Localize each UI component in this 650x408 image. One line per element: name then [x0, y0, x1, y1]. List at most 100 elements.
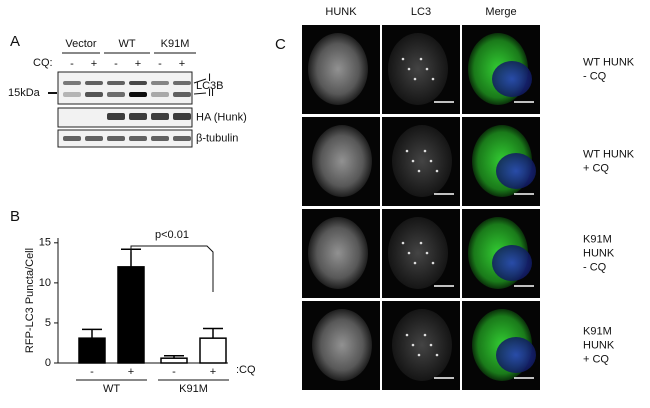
- row-label: K91M: [583, 233, 612, 245]
- band: [173, 113, 191, 120]
- puncta: [431, 77, 435, 81]
- cell: [312, 309, 372, 381]
- micrograph: [462, 209, 540, 298]
- band: [173, 92, 191, 97]
- bar: [117, 266, 145, 364]
- x-tick-label: +: [210, 366, 216, 378]
- puncta: [435, 353, 439, 357]
- cq-label: :CQ: [236, 364, 256, 376]
- band: [107, 113, 125, 120]
- band: [107, 81, 125, 85]
- bar: [78, 337, 106, 364]
- band: [107, 136, 125, 141]
- cell: [388, 217, 448, 289]
- micrograph: [462, 301, 540, 390]
- lane-sign: +: [135, 58, 141, 70]
- row-label: + CQ: [583, 162, 609, 174]
- blot-label: HA (Hunk): [196, 111, 247, 123]
- y-axis-label: RFP-LC3 Puncta/Cell: [24, 248, 36, 353]
- x-tick-label: -: [172, 366, 176, 378]
- cell: [392, 125, 452, 197]
- cell: [308, 217, 368, 289]
- bar: [199, 337, 227, 364]
- row-label: + CQ: [583, 353, 609, 365]
- micrograph: [302, 301, 380, 390]
- micrograph: [302, 117, 380, 206]
- puncta: [423, 333, 427, 337]
- band: [173, 136, 191, 141]
- micrograph: [302, 25, 380, 114]
- y-tick-label: 0: [45, 357, 51, 369]
- puncta: [413, 77, 417, 81]
- puncta: [401, 241, 405, 245]
- row-label: K91M: [583, 325, 612, 337]
- column-header: LC3: [411, 6, 431, 18]
- y-tick-label: 10: [39, 277, 51, 289]
- micrograph: [382, 117, 460, 206]
- band: [151, 136, 169, 141]
- band: [151, 113, 169, 120]
- puncta: [405, 149, 409, 153]
- band: [85, 92, 103, 97]
- x-tick-label: -: [90, 366, 94, 378]
- band: [63, 81, 81, 85]
- row-label: HUNK: [583, 247, 615, 259]
- panel-label: B: [10, 208, 20, 225]
- puncta: [429, 159, 433, 163]
- significance-bracket: [130, 245, 214, 292]
- column-header: Merge: [485, 6, 516, 18]
- puncta: [407, 67, 411, 71]
- micrograph: [462, 25, 540, 114]
- band: [129, 81, 147, 85]
- band: [63, 92, 81, 97]
- group-label: K91M: [161, 38, 190, 50]
- puncta: [413, 261, 417, 265]
- group-label: WT: [118, 38, 135, 50]
- annotation: p<0.01: [155, 229, 189, 241]
- micrograph: [382, 209, 460, 298]
- marker-label: 15kDa: [8, 87, 41, 99]
- micrograph: [382, 25, 460, 114]
- nucleus: [496, 153, 536, 189]
- blot: [57, 71, 193, 105]
- puncta: [429, 343, 433, 347]
- puncta: [407, 251, 411, 255]
- band: [151, 81, 169, 85]
- band-form: I: [208, 72, 211, 84]
- micrograph: [302, 209, 380, 298]
- blot-label: β-tubulin: [196, 132, 238, 144]
- arrow: [193, 78, 207, 84]
- micrograph: [382, 301, 460, 390]
- blot-label: LC3B: [196, 80, 224, 92]
- band: [151, 92, 169, 97]
- band-form: II: [208, 87, 214, 99]
- puncta: [411, 159, 415, 163]
- puncta: [425, 251, 429, 255]
- row-label: WT HUNK: [583, 56, 635, 68]
- arrow: [193, 92, 207, 95]
- lane-sign: -: [158, 58, 162, 70]
- nucleus: [496, 337, 536, 373]
- cell: [312, 125, 372, 197]
- puncta: [425, 67, 429, 71]
- puncta: [419, 57, 423, 61]
- cell: [388, 33, 448, 105]
- puncta: [417, 169, 421, 173]
- row-label: WT HUNK: [583, 148, 635, 160]
- band: [129, 136, 147, 141]
- row-label: - CQ: [583, 70, 607, 82]
- cq-label: CQ:: [33, 57, 53, 69]
- lane-sign: -: [70, 58, 74, 70]
- group-label: WT: [103, 383, 120, 395]
- group-label: K91M: [179, 383, 208, 395]
- y-tick-label: 5: [45, 317, 51, 329]
- puncta: [419, 241, 423, 245]
- lane-sign: +: [179, 58, 185, 70]
- puncta: [405, 333, 409, 337]
- puncta: [411, 343, 415, 347]
- band: [173, 81, 191, 85]
- nucleus: [492, 245, 532, 281]
- band: [85, 136, 103, 141]
- lane-sign: -: [114, 58, 118, 70]
